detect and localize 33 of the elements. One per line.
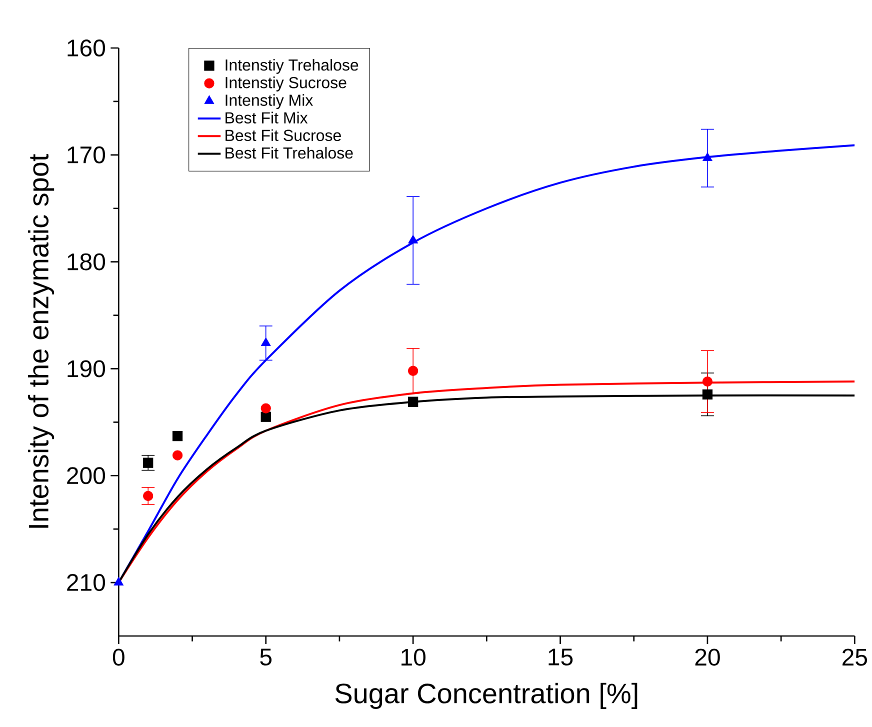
point [260, 403, 271, 414]
y-tick-label: 210 [67, 574, 106, 592]
x-tick-label: 20 [695, 648, 720, 666]
y-tick-label: 170 [68, 146, 106, 164]
point [702, 376, 713, 387]
point [172, 450, 183, 461]
point [408, 396, 418, 408]
legend-label: Best Fit Trehalose [226, 147, 353, 159]
legend-label: Intenstiy Sucrose [226, 76, 346, 92]
x-tick-label: 0 [112, 648, 124, 666]
y-tick-label: 200 [67, 467, 106, 484]
point [143, 491, 154, 502]
point [408, 366, 418, 376]
point [702, 152, 712, 162]
y-axis-title: Intensity of the enzymatic spot [28, 154, 54, 528]
legend-label: Best Fit Mix [226, 112, 308, 124]
point [408, 235, 418, 244]
x-axis-title: Sugar Concentration [%] [335, 683, 638, 710]
point [260, 338, 271, 346]
legend-label: Best Fit Sucrose [226, 129, 341, 142]
x-tick-label: 5 [260, 648, 272, 666]
legend-label: Intenstiy Trehalose [226, 59, 358, 74]
y-tick-label: 160 [68, 40, 106, 57]
x-tick-label: 10 [402, 648, 426, 666]
point [702, 389, 713, 400]
legend-label: Intenstiy Mix [226, 94, 313, 110]
y-tick-label: 180 [68, 253, 106, 270]
x-tick-label: 25 [842, 648, 867, 666]
point [260, 412, 271, 422]
point [143, 458, 154, 468]
point [172, 431, 183, 442]
x-tick-label: 15 [548, 648, 573, 666]
y-tick-label: 190 [68, 360, 106, 378]
